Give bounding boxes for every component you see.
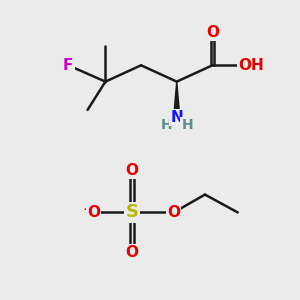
Text: H: H [160,118,172,132]
Text: N: N [170,110,183,125]
Text: O: O [206,25,219,40]
Text: S: S [126,203,139,221]
Text: O: O [87,205,100,220]
Polygon shape [174,82,180,116]
Text: O: O [126,163,139,178]
Text: F: F [63,58,74,73]
Text: –: – [83,203,89,216]
Text: O: O [167,205,180,220]
Text: OH: OH [238,58,264,73]
Text: H: H [181,118,193,132]
Text: O: O [126,245,139,260]
